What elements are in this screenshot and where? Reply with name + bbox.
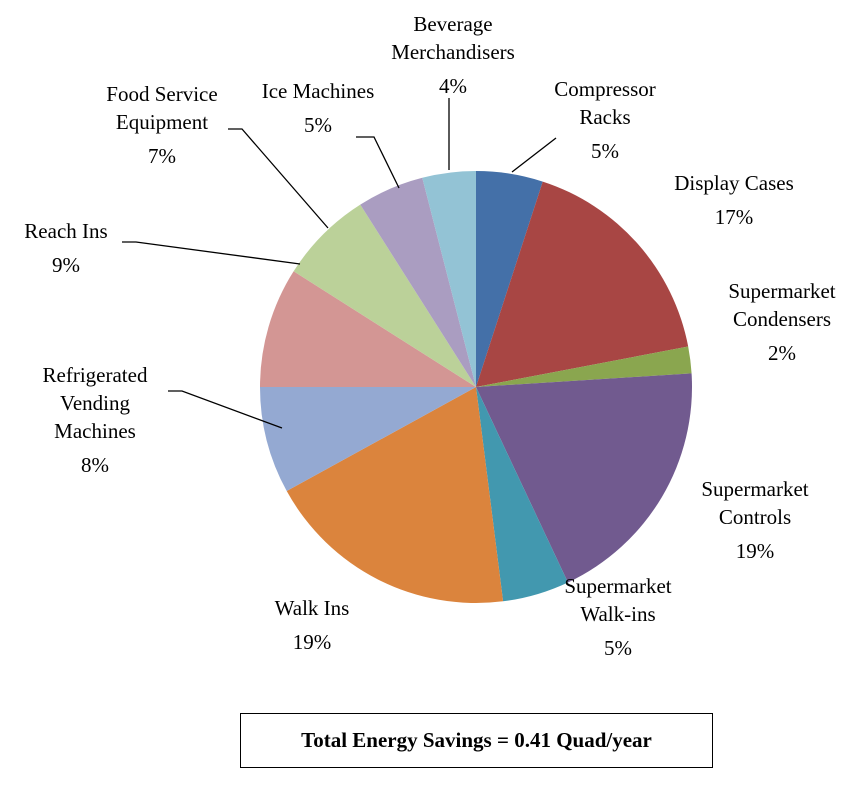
slice-name: Supermarket Condensers [728,279,836,331]
slice-name: Supermarket Controls [701,477,809,529]
slice-percent: 19% [292,630,332,654]
slice-name: Food Service Equipment [106,82,218,134]
slice-label: Walk Ins 19% [252,594,372,656]
slice-name: Reach Ins [24,219,108,243]
slice-name: Refrigerated Vending Machines [42,363,148,443]
total-annotation: Total Energy Savings = 0.41 Quad/year [240,713,713,768]
slice-label: Beverage Merchandisers 4% [368,10,538,100]
slice-label: Supermarket Controls 19% [680,475,830,565]
leader-lines [122,98,557,429]
slice-percent: 7% [148,144,176,168]
slice-label: Refrigerated Vending Machines 8% [20,361,170,479]
slice-label: Supermarket Condensers 2% [702,277,857,367]
slice-name: Supermarket Walk-ins [564,574,672,626]
pie-slice [422,171,476,387]
slice-name: Compressor Racks [554,77,656,129]
pie-slice [476,387,568,602]
slice-label: Compressor Racks 5% [540,75,670,165]
pie-slice [286,387,504,603]
leader-line [122,241,301,265]
slice-label: Reach Ins 9% [6,217,126,279]
pie-slice [360,177,476,387]
leader-line [228,128,329,229]
slice-name: Walk Ins [274,596,350,620]
slice-percent: 5% [304,113,332,137]
pie-slice [476,373,692,583]
slice-percent: 2% [768,341,796,365]
slice-percent: 9% [52,253,80,277]
slice-percent: 5% [604,636,632,660]
slice-percent: 8% [81,453,109,477]
leader-line [356,136,400,189]
slice-percent: 4% [439,74,467,98]
leader-line [511,137,557,173]
slice-name: Beverage Merchandisers [391,12,515,64]
pie-slice [293,204,476,387]
pie-slice [476,181,689,387]
slice-percent: 17% [714,205,754,229]
slice-label: Food Service Equipment 7% [77,80,247,170]
pie-slice [476,346,692,387]
slice-label: Ice Machines 5% [243,77,393,139]
pie-slice [476,171,543,387]
pie-slice [260,387,476,492]
slice-label: Display Cases 17% [649,169,819,231]
slice-label: Supermarket Walk-ins 5% [538,572,698,662]
slice-percent: 19% [735,539,775,563]
slice-name: Display Cases [674,171,794,195]
leader-line [168,390,283,429]
slice-percent: 5% [591,139,619,163]
pie-slice [260,271,476,387]
slice-name: Ice Machines [261,79,375,103]
